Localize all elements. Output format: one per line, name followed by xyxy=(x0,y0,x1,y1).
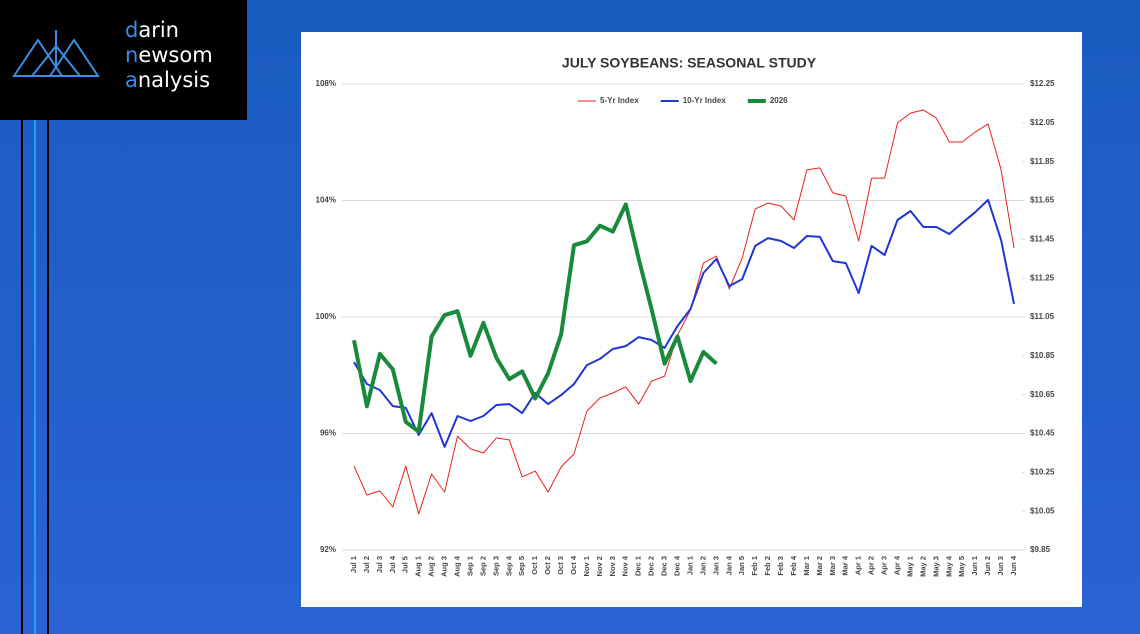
x-tick-label: Nov 2 xyxy=(595,556,604,576)
x-tick-label: May 2 xyxy=(918,556,927,577)
y-tick-label: 92% xyxy=(320,545,336,554)
legend-label: 10-Yr Index xyxy=(683,96,727,105)
x-tick-label: Jun 1 xyxy=(970,556,979,576)
x-tick-label: Nov 1 xyxy=(582,556,591,576)
x-tick-label: Aug 3 xyxy=(440,556,449,577)
x-tick-label: Sep 1 xyxy=(465,556,474,576)
logo-text: darin newsom analysis xyxy=(125,18,213,93)
x-tick-label: Feb 2 xyxy=(763,556,772,576)
x-tick-label: Oct 3 xyxy=(556,556,565,575)
x-tick-label: Jun 4 xyxy=(1009,555,1018,575)
x-tick-label: Dec 1 xyxy=(634,556,643,576)
y2-tick-label: $11.25 xyxy=(1030,273,1055,282)
x-tick-label: May 3 xyxy=(931,556,940,577)
x-tick-label: Apr 1 xyxy=(854,556,863,575)
x-tick-label: Feb 3 xyxy=(776,556,785,576)
chart-panel xyxy=(301,32,1082,607)
y2-tick-label: $11.85 xyxy=(1030,157,1055,166)
series-line xyxy=(353,198,1015,448)
x-tick-label: Nov 4 xyxy=(621,555,630,576)
y2-tick-label: $10.45 xyxy=(1030,429,1055,438)
x-tick-label: Mar 1 xyxy=(802,556,811,576)
chart-title: JULY SOYBEANS: SEASONAL STUDY xyxy=(562,55,817,71)
legend-label: 5-Yr Index xyxy=(600,96,639,105)
x-tick-label: Jan 5 xyxy=(737,556,746,575)
x-tick-label: Jul 4 xyxy=(388,555,397,573)
x-tick-label: Jul 2 xyxy=(362,556,371,573)
x-tick-label: Jul 1 xyxy=(349,556,358,573)
x-tick-label: May 4 xyxy=(944,555,953,577)
x-tick-label: Mar 4 xyxy=(841,555,850,575)
x-tick-label: Oct 2 xyxy=(543,556,552,575)
y2-tick-label: $12.25 xyxy=(1030,79,1055,88)
x-tick-label: Apr 3 xyxy=(880,556,889,575)
logo-line: analysis xyxy=(125,68,211,92)
legend-label: 2026 xyxy=(770,96,788,105)
series-line xyxy=(352,202,718,434)
x-tick-label: Apr 2 xyxy=(867,556,876,575)
x-tick-label: Nov 3 xyxy=(608,556,617,576)
series-line xyxy=(353,109,1015,515)
x-tick-label: Jan 2 xyxy=(698,556,707,575)
x-tick-label: Dec 3 xyxy=(660,556,669,576)
x-tick-label: Dec 2 xyxy=(647,556,656,576)
x-tick-label: Feb 4 xyxy=(789,555,798,575)
y2-tick-label: $11.45 xyxy=(1030,234,1055,243)
x-tick-label: Jan 4 xyxy=(724,555,733,575)
logo-mark xyxy=(12,30,100,77)
x-tick-label: Oct 1 xyxy=(530,556,539,575)
x-tick-label: Sep 4 xyxy=(504,555,513,576)
logo: darin newsom analysis xyxy=(0,0,247,120)
y-tick-label: 108% xyxy=(316,79,336,88)
y-tick-label: 100% xyxy=(316,312,336,321)
x-tick-label: Sep 5 xyxy=(517,556,526,576)
x-tick-label: Jan 1 xyxy=(685,556,694,575)
y2-tick-label: $11.05 xyxy=(1030,312,1055,321)
logo-line: newsom xyxy=(125,43,213,67)
x-tick-label: May 1 xyxy=(905,556,914,577)
y2-tick-label: $10.65 xyxy=(1030,390,1055,399)
x-tick-label: Jan 3 xyxy=(711,556,720,575)
x-tick-label: Aug 1 xyxy=(414,556,423,577)
y2-tick-label: $10.25 xyxy=(1030,467,1055,476)
x-tick-label: Feb 1 xyxy=(750,556,759,576)
y2-tick-label: $11.65 xyxy=(1030,196,1055,205)
x-tick-label: Mar 3 xyxy=(828,556,837,576)
x-tick-label: Dec 4 xyxy=(673,555,682,576)
x-tick-label: Apr 4 xyxy=(893,555,902,575)
x-tick-label: Sep 3 xyxy=(491,556,500,576)
x-tick-label: Aug 2 xyxy=(427,556,436,577)
x-tick-label: Jul 3 xyxy=(375,556,384,573)
x-tick-label: Jun 2 xyxy=(983,556,992,576)
x-tick-label: Aug 4 xyxy=(453,555,462,577)
logo-line: darin xyxy=(125,18,179,42)
x-tick-label: Sep 2 xyxy=(478,556,487,576)
x-tick-label: Jul 5 xyxy=(401,556,410,573)
x-tick-label: Mar 2 xyxy=(815,556,824,576)
y2-tick-label: $10.05 xyxy=(1030,506,1055,515)
x-tick-label: May 5 xyxy=(957,556,966,577)
x-tick-label: Oct 4 xyxy=(569,555,578,575)
y2-tick-label: $10.85 xyxy=(1030,351,1055,360)
y2-tick-label: $12.05 xyxy=(1030,118,1055,127)
x-tick-label: Jun 3 xyxy=(996,556,1005,576)
y-tick-label: 104% xyxy=(316,196,336,205)
y-tick-label: 96% xyxy=(320,429,336,438)
y2-tick-label: $9.85 xyxy=(1030,545,1051,554)
